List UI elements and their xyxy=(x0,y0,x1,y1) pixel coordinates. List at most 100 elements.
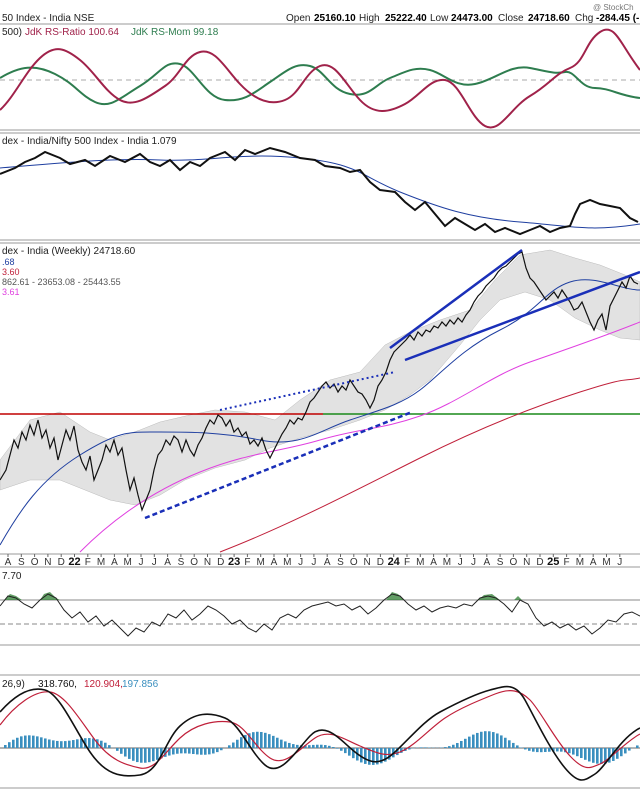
rs-mom-label: JdK RS-Mom 99.18 xyxy=(131,27,219,38)
macd-histogram-bar xyxy=(420,747,423,748)
x-tick-label: M xyxy=(124,557,132,568)
macd-histogram-bar xyxy=(508,740,511,748)
macd-histogram-bar xyxy=(184,748,187,754)
macd-histogram-bar xyxy=(140,748,143,763)
x-tick-label: N xyxy=(523,557,530,568)
x-tick-label: D xyxy=(58,557,65,568)
macd-histogram-bar xyxy=(584,748,587,760)
macd-histogram-bar xyxy=(68,740,71,748)
macd-histogram-bar xyxy=(476,732,479,748)
x-tick-label: F xyxy=(244,557,250,568)
macd-value-2: 120.904, xyxy=(84,679,123,690)
x-tick-label: 24 xyxy=(388,556,401,568)
macd-histogram-bar xyxy=(244,734,247,748)
macd-histogram-bar xyxy=(604,748,607,764)
x-tick-label: M xyxy=(97,557,105,568)
x-tick-label: 23 xyxy=(228,556,240,568)
macd-histogram-bar xyxy=(608,748,611,763)
x-tick-label: J xyxy=(298,557,303,568)
macd-histogram-bar xyxy=(192,748,195,755)
rrg-label-prefix: 500) xyxy=(2,27,22,38)
x-tick-label: F xyxy=(404,557,410,568)
low-label: Low xyxy=(430,13,449,24)
x-tick-label: S xyxy=(337,557,344,568)
macd-histogram-bar xyxy=(156,748,159,760)
macd-histogram-bar xyxy=(280,739,283,748)
x-tick-label: A xyxy=(5,557,12,568)
x-tick-label: O xyxy=(190,557,198,568)
relative-ratio-line xyxy=(0,146,639,236)
macd-histogram-bar xyxy=(176,748,179,754)
x-tick-label: S xyxy=(18,557,25,568)
high-value: 25222.40 xyxy=(385,13,427,24)
macd-histogram-bar xyxy=(148,748,151,763)
ma-red-line xyxy=(219,377,640,553)
x-tick-label: D xyxy=(377,557,384,568)
bollinger-band xyxy=(0,249,640,506)
macd-histogram-bar xyxy=(52,740,55,748)
macd-histogram-bar xyxy=(496,733,499,748)
macd-histogram-bar xyxy=(4,745,7,748)
x-tick-label: S xyxy=(178,557,185,568)
relative-ma-line xyxy=(0,155,640,229)
x-tick-label: A xyxy=(324,557,331,568)
macd-value-3: 197.856 xyxy=(122,679,159,690)
macd-histogram-bar xyxy=(344,748,347,754)
macd-histogram-bar xyxy=(448,746,451,748)
legend-ma-2: 3.60 xyxy=(2,267,20,277)
macd-histogram-bar xyxy=(60,741,63,748)
macd-histogram-bar xyxy=(556,748,559,752)
x-tick-label: J xyxy=(617,557,622,568)
legend-ma-3: 3.61 xyxy=(2,287,20,297)
macd-histogram-bar xyxy=(312,744,315,748)
rrg-panel: 500) JdK RS-Ratio 100.64 JdK RS-Mom 99.1… xyxy=(0,23,640,131)
x-tick-label: O xyxy=(510,557,518,568)
macd-histogram-bar xyxy=(172,748,175,755)
macd-histogram-bar xyxy=(268,734,271,748)
macd-histogram-bar xyxy=(444,747,447,748)
rs-mom-line xyxy=(0,62,640,106)
macd-histogram-bar xyxy=(548,748,551,752)
x-tick-label: J xyxy=(471,557,476,568)
macd-histogram-bar xyxy=(260,731,263,748)
macd-histogram-bar xyxy=(480,731,483,748)
macd-histogram-bar xyxy=(56,740,59,748)
rsi-overbought-fill xyxy=(4,592,522,600)
x-tick-label: F xyxy=(85,557,91,568)
macd-histogram-bar xyxy=(596,748,599,764)
macd-histogram-bar xyxy=(12,739,15,748)
macd-histogram-bar xyxy=(616,748,619,759)
macd-histogram-bar xyxy=(364,748,367,764)
macd-histogram-bar xyxy=(80,738,83,748)
macd-histogram-bar xyxy=(532,748,535,752)
macd-histogram-bar xyxy=(320,744,323,748)
macd-histogram-bar xyxy=(164,748,167,757)
channel-lower-line xyxy=(404,270,640,362)
legend-bands: 862.61 - 23653.08 - 25443.55 xyxy=(2,277,121,287)
macd-histogram-bar xyxy=(152,748,155,762)
macd-histogram-bar xyxy=(352,748,355,759)
price-bars xyxy=(0,251,639,512)
macd-histogram-bar xyxy=(76,739,79,748)
macd-histogram-bar xyxy=(16,737,19,748)
x-tick-label: D xyxy=(536,557,543,568)
rs-ratio-line xyxy=(0,28,640,129)
x-tick-label: S xyxy=(497,557,504,568)
macd-histogram-bar xyxy=(488,731,491,748)
macd-histogram-bar xyxy=(536,748,539,753)
macd-histogram-bar xyxy=(64,741,67,748)
macd-histogram-bar xyxy=(332,747,335,748)
macd-histogram-bar xyxy=(400,748,403,753)
macd-histogram-bar xyxy=(100,740,103,748)
macd-histogram-bar xyxy=(324,745,327,748)
macd-histogram-bar xyxy=(208,748,211,755)
close-label: Close xyxy=(498,13,524,24)
macd-histogram-bar xyxy=(516,745,519,748)
macd-histogram-bar xyxy=(84,738,87,748)
macd-histogram-bar xyxy=(304,745,307,748)
macd-histogram-bar xyxy=(396,748,399,756)
macd-histogram-bar xyxy=(88,738,91,748)
macd-histogram-bar xyxy=(372,748,375,765)
x-tick-label: M xyxy=(576,557,584,568)
